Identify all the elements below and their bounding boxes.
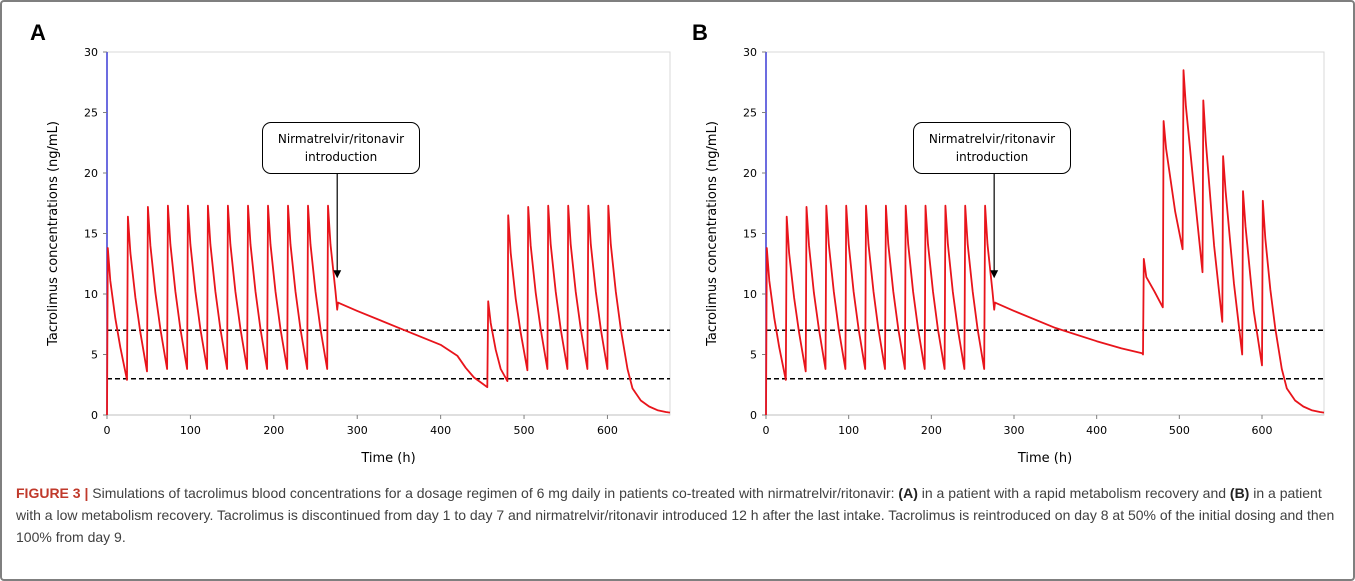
callout-box-a: Nirmatrelvir/ritonavir introduction xyxy=(262,122,420,174)
chart-panel-b: B 0 5 10 15 20 25 30 0 100 200 300 400 500 600 Time (h… xyxy=(672,14,1332,466)
concentration-series-line xyxy=(106,204,671,416)
x-tick-label: 0 xyxy=(763,424,770,437)
caption-text-3: in a patient with a low metabolism recov… xyxy=(16,485,1335,545)
panel-letter-a: A xyxy=(30,20,46,45)
x-tick-label: 100 xyxy=(180,424,201,437)
y-tick-label: 5 xyxy=(750,349,757,362)
x-tick-label: 400 xyxy=(430,424,451,437)
caption-text-2: in a patient with a rapid metabolism rec… xyxy=(917,485,1230,501)
y-tick-label: 5 xyxy=(91,349,98,362)
y-axis-title: Tacrolimus concentrations (ng/mL) xyxy=(705,121,720,347)
x-tick-label: 0 xyxy=(104,424,111,437)
x-axis-title: Time (h) xyxy=(1017,451,1072,466)
x-tick-label: 600 xyxy=(1252,424,1273,437)
y-tick-label: 20 xyxy=(84,167,98,180)
callout-text-b: Nirmatrelvir/ritonavir introduction xyxy=(928,132,1056,164)
y-tick-label: 25 xyxy=(743,107,757,120)
x-tick-label: 200 xyxy=(921,424,942,437)
callout-text-a: Nirmatrelvir/ritonavir introduction xyxy=(277,132,405,164)
y-tick-label: 15 xyxy=(743,228,757,241)
y-tick-label: 25 xyxy=(84,107,98,120)
x-tick-label: 300 xyxy=(347,424,368,437)
x-axis-title: Time (h) xyxy=(360,451,415,466)
chart-panel-a: A 0 5 10 15 20 25 30 0 100 200 300 400 500 600 Time (h… xyxy=(12,14,672,466)
y-tick-label: 30 xyxy=(84,46,98,59)
y-tick-label: 20 xyxy=(743,167,757,180)
callout-box-b: Nirmatrelvir/ritonavir introduction xyxy=(913,122,1071,174)
figure-caption: FIGURE 3 | Simulations of tacrolimus blo… xyxy=(16,482,1338,548)
plot-area xyxy=(765,51,1325,416)
y-axis-title: Tacrolimus concentrations (ng/mL) xyxy=(46,121,61,347)
y-tick-label: 30 xyxy=(743,46,757,59)
y-tick-label: 0 xyxy=(750,409,757,422)
annotation-arrow-head xyxy=(990,270,999,279)
y-tick-label: 10 xyxy=(84,288,98,301)
annotation-arrow-head xyxy=(333,270,342,279)
x-tick-label: 300 xyxy=(1004,424,1025,437)
caption-bold-b: (B) xyxy=(1229,485,1250,501)
x-tick-label: 500 xyxy=(514,424,535,437)
y-tick-label: 10 xyxy=(743,288,757,301)
caption-text-1: Simulations of tacrolimus blood concentr… xyxy=(88,485,899,501)
concentration-series-line xyxy=(765,69,1325,416)
x-tick-label: 600 xyxy=(597,424,618,437)
y-tick-label: 15 xyxy=(84,228,98,241)
x-tick-label: 500 xyxy=(1169,424,1190,437)
x-tick-label: 100 xyxy=(838,424,859,437)
x-tick-label: 200 xyxy=(263,424,284,437)
caption-bold-a: (A) xyxy=(898,485,918,501)
panel-letter-b: B xyxy=(692,20,708,45)
figure-label: FIGURE 3 | xyxy=(16,485,89,501)
y-tick-label: 0 xyxy=(91,409,98,422)
x-tick-label: 400 xyxy=(1086,424,1107,437)
